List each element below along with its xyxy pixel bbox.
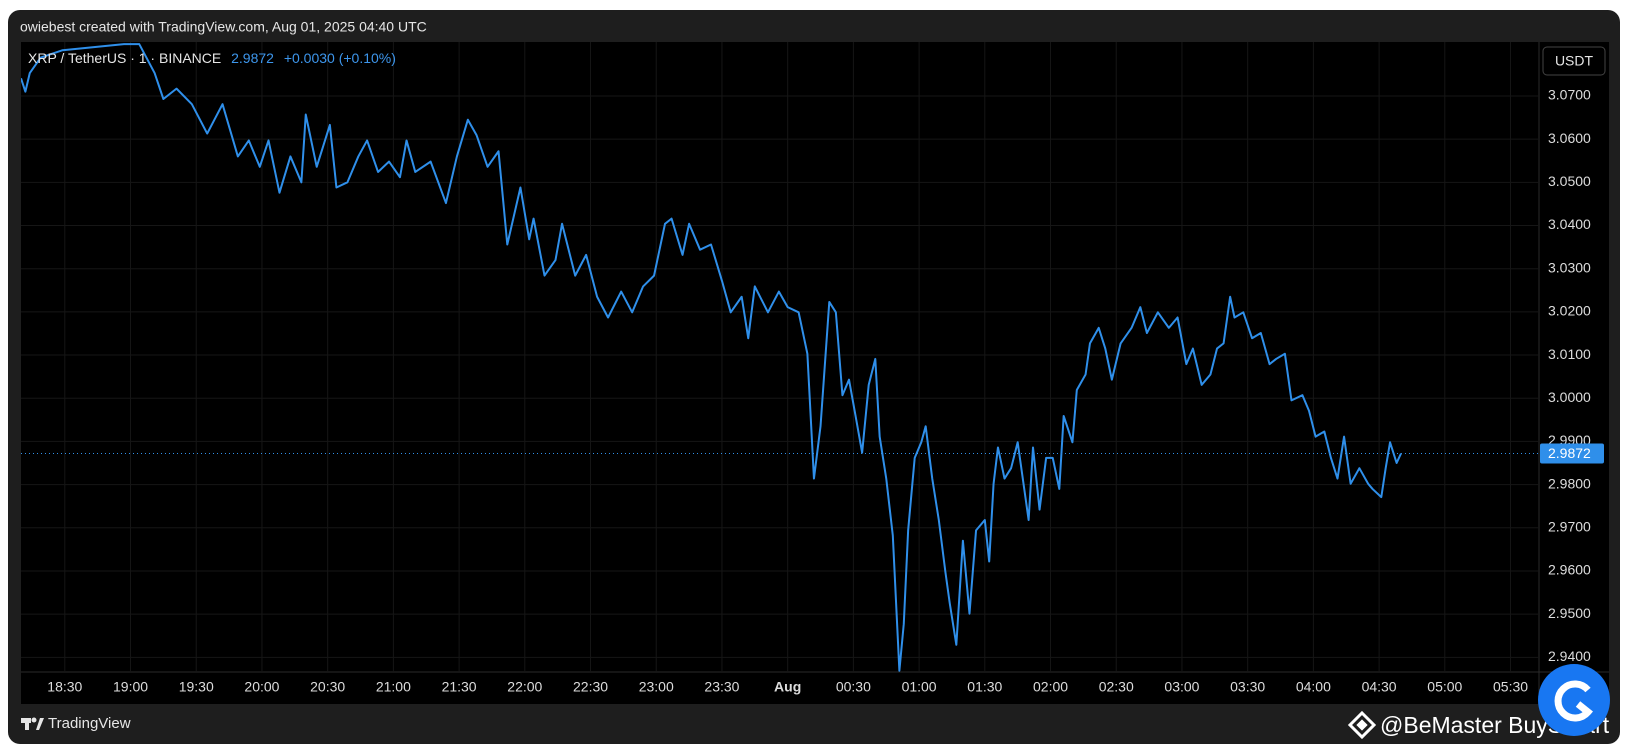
time-axis [21, 672, 1609, 704]
logo-mark [1554, 680, 1594, 722]
x-tick-label: 00:30 [836, 679, 871, 695]
last-price-tag [1540, 443, 1604, 464]
brand: TradingView [48, 715, 131, 732]
x-tick-label: 19:00 [113, 679, 148, 695]
watermark-icon [1347, 710, 1377, 740]
currency[interactable]: USDT [1555, 53, 1594, 69]
x-tick-label: 04:30 [1362, 679, 1397, 695]
y-tick-label: 3.0300 [1548, 259, 1591, 275]
currency-button[interactable] [1542, 46, 1606, 76]
x-tick-label: 18:30 [47, 679, 82, 695]
y-tick-label: 3.0400 [1548, 216, 1591, 232]
y-tick-label: 2.9500 [1548, 605, 1591, 621]
last-price-label: 2.9872 [1548, 445, 1591, 461]
y-tick-label: 3.0200 [1548, 303, 1591, 319]
x-tick-label: 05:30 [1493, 679, 1528, 695]
y-tick-label: 3.0500 [1548, 173, 1591, 189]
price-axis [1539, 42, 1609, 672]
y-tick-label: 2.9700 [1548, 518, 1591, 534]
y-tick-label: 2.9600 [1548, 562, 1591, 578]
x-tick-label: 19:30 [179, 679, 214, 695]
y-tick-label: 3.0600 [1548, 130, 1591, 146]
x-tick-label: 04:00 [1296, 679, 1331, 695]
x-tick-label: 22:00 [507, 679, 542, 695]
y-tick-label: 2.9800 [1548, 475, 1591, 491]
x-tick-label: 23:30 [704, 679, 739, 695]
x-tick-label: 21:30 [442, 679, 477, 695]
plot-area [21, 42, 1539, 672]
y-tick-label: 3.0000 [1548, 389, 1591, 405]
x-tick-label: 22:30 [573, 679, 608, 695]
price-change: +0.0030 (+0.10%) [283, 50, 396, 66]
x-tick-label: 20:00 [244, 679, 279, 695]
x-tick-label: 02:30 [1099, 679, 1134, 695]
y-tick-label: 2.9400 [1548, 648, 1591, 664]
symbol: XRP / TetherUS · 1 · BINANCE [28, 50, 222, 66]
x-tick-label: 01:00 [902, 679, 937, 695]
x-tick-label: 21:00 [376, 679, 411, 695]
x-tick-label: 05:00 [1427, 679, 1462, 695]
x-tick-label: Aug [774, 679, 801, 695]
x-tick-label: 03:00 [1164, 679, 1199, 695]
y-tick-label: 3.0100 [1548, 346, 1591, 362]
x-tick-label: 03:30 [1230, 679, 1265, 695]
last-price: 2.9872 [231, 50, 274, 66]
x-tick-label: 23:00 [639, 679, 674, 695]
brand-logo [21, 717, 44, 730]
x-tick-label: 20:30 [310, 679, 345, 695]
price-line [21, 43, 1402, 672]
x-tick-label: 01:30 [967, 679, 1002, 695]
x-tick-label: 02:00 [1033, 679, 1068, 695]
logo-badge[interactable] [1538, 664, 1610, 736]
y-tick-label: 3.0700 [1548, 87, 1591, 103]
legend: XRP / TetherUS · 1 · BINANCE 2.9872 +0.0… [28, 50, 402, 66]
header: owiebest created with TradingView.com, A… [20, 19, 427, 35]
